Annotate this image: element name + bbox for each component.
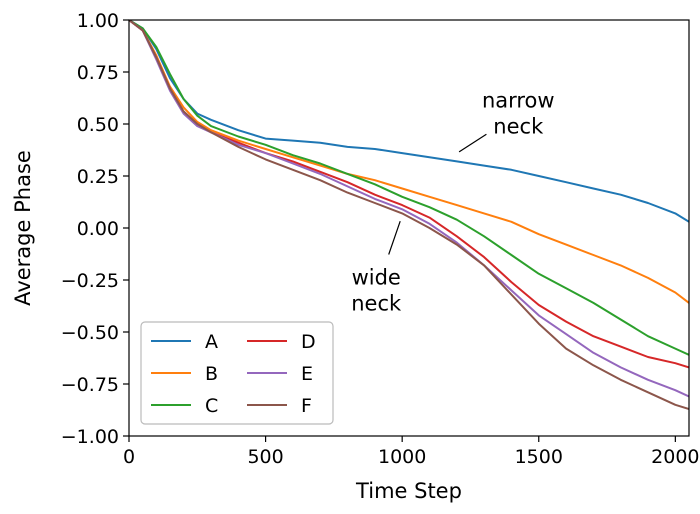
y-tick-label: −0.25	[61, 270, 119, 292]
legend-label-b: B	[205, 363, 218, 385]
legend-label-a: A	[205, 331, 218, 353]
series-line-b	[129, 20, 689, 304]
annotation-connector	[458, 133, 487, 153]
y-tick-label: 0.25	[77, 166, 119, 188]
series-line-d	[129, 20, 689, 369]
y-tick-label: −0.75	[61, 374, 119, 396]
y-tick-label: 0.50	[77, 114, 119, 136]
legend-label-e: E	[301, 363, 313, 385]
x-axis-label: Time Step	[355, 479, 462, 503]
legend-box	[140, 321, 334, 425]
series-line-c	[129, 20, 689, 356]
y-axis: 1.00 0.75 0.50 0.25 0.00 −0.25 −0.50 −0.75 −1.00	[61, 10, 129, 448]
annotation-text: neck	[351, 291, 402, 315]
x-tick-label: 0	[123, 446, 135, 468]
x-tick-label: 1500	[515, 446, 563, 468]
annotation-text: neck	[493, 115, 544, 139]
x-tick-label: 1000	[378, 446, 426, 468]
legend-label-c: C	[205, 395, 218, 417]
x-tick-label: 500	[247, 446, 283, 468]
legend-label-d: D	[301, 331, 316, 353]
annotation-text: narrow	[482, 89, 555, 113]
x-axis: 0 500 1000 1500 2000	[123, 436, 700, 468]
y-axis-label: Average Phase	[11, 150, 35, 306]
y-tick-label: 0.00	[77, 218, 119, 240]
series-line-e	[129, 20, 689, 398]
legend-label-f: F	[301, 395, 312, 417]
y-tick-label: −1.00	[61, 426, 119, 448]
x-tick-label: 2000	[651, 446, 699, 468]
y-tick-label: 1.00	[77, 10, 119, 32]
legend: ABC DEF	[140, 321, 334, 425]
annotation-connector	[388, 221, 401, 255]
y-tick-label: −0.50	[61, 322, 119, 344]
y-tick-label: 0.75	[77, 62, 119, 84]
annotation-text: wide	[352, 265, 401, 289]
series-line-f	[129, 20, 689, 410]
